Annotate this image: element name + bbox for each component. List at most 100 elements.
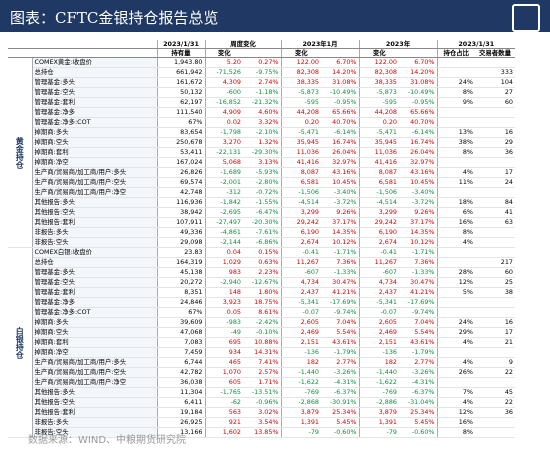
cell: -79 [280,427,321,438]
cell: 12% [436,407,475,418]
cell: -1,506 [358,187,399,198]
cell: 10.45% [321,177,359,188]
cell: -6.86% [243,237,281,248]
cell: 1.32% [243,137,281,148]
cell: 217 [475,257,515,268]
row-label: 总持仓 [32,257,157,268]
cell: 4% [436,357,475,368]
data-row: 非报告:多头 26,925 921 3.54% 1,391 5.45% 1,391 5.45%… [8,417,515,428]
cell: 7.36% [321,257,359,268]
cell: 29 [475,137,515,148]
cell: 333 [475,67,515,78]
header-cell: 变化 [204,48,243,58]
cell: -6.14% [321,127,359,138]
cell: 1.71% [243,377,281,388]
cell: 29% [436,327,475,338]
cell: -22,131 [204,147,243,158]
cell: -0.60% [399,427,437,438]
cell: -136 [358,347,399,358]
cell: -0.41 [280,247,321,258]
header-cell: 持仓占比 [436,48,475,58]
row-label: 非报告:多头 [32,417,157,428]
cell [436,157,475,168]
cell: 1.80% [243,287,281,298]
header-cell [243,48,281,58]
cell: 38,335 [280,77,321,88]
data-row: 非报告:空头 13,166 1,602 13.85% -79 -0.60% -79 -0.60… [8,427,515,438]
cell: 23.83 [156,247,205,258]
cell: 60 [475,267,515,278]
cell: 6.70% [321,57,359,68]
cell [475,117,515,128]
cell: 49,336 [156,227,205,238]
cell: 8.61% [243,307,281,318]
header-cell: 交易者数量 [475,48,515,58]
cell: -6.47% [243,207,281,218]
cell [475,237,515,248]
cell: 0.04 [204,247,243,258]
cell: 250,678 [156,137,205,148]
cell: 0.20 [280,117,321,128]
cell: 7,459 [156,347,205,358]
cell: -1,765 [204,387,243,398]
cell: 9% [436,97,475,108]
data-row: 其他报告:空头 38,942 -2,695 -6.47% 3,299 9.26% 3,299… [8,207,515,218]
cell: 28% [436,267,475,278]
cell: 5% [436,287,475,298]
cell: 38% [436,137,475,148]
row-label: 管理基金:多头 [32,77,157,88]
cell: -71,526 [204,67,243,78]
row-label: 管理基金:净多 [32,297,157,308]
cell: -2.42% [243,317,281,328]
cell: -595 [280,97,321,108]
cell: -10.49% [321,87,359,98]
header-row: 持有量 变化 变化 变化 持仓占比 交易者数量 [8,48,515,58]
cell: 2.57% [243,367,281,378]
cell: 2,437 [358,287,399,298]
cell: 921 [204,417,243,428]
cell: 6,190 [358,227,399,238]
row-label: 其他报告:空头 [32,397,157,408]
cell: 8% [436,227,475,238]
header-cell: 2023年1月 [280,40,359,49]
row-label: 掉期商:净空 [32,347,157,358]
cell: 4% [436,397,475,408]
cell: 24,846 [156,297,205,308]
cell: 43.16% [321,167,359,178]
data-row: 管理基金:净多 24,846 3,923 18.75% -5,341 -17.69% -5,… [8,297,515,308]
title-bar: 图表：CFTC金银持仓报告总览 [0,0,550,32]
row-label: 管理基金:套利 [32,97,157,108]
cell: -0.95% [321,97,359,108]
cell: 29,098 [156,237,205,248]
header-cell [32,40,157,49]
cell: 43.61% [321,337,359,348]
cell: 2,437 [280,287,321,298]
row-label: 管理基金:净多:COT [32,117,157,128]
cell: 12% [436,277,475,288]
cell: 26% [436,367,475,378]
cell [475,427,515,438]
cell: 30.47% [321,277,359,288]
cell: 11% [436,177,475,188]
cell: 62,197 [156,97,205,108]
cell: -5.93% [243,167,281,178]
cell: 1,070 [204,367,243,378]
cell: 35,945 [358,137,399,148]
cell: 9.26% [399,207,437,218]
cell: -0.72% [243,187,281,198]
cell: 6,744 [156,357,205,368]
cell: 41.21% [321,287,359,298]
header-cell [32,48,157,58]
cell: 5,068 [204,157,243,168]
cell: 36 [475,147,515,158]
cell: 50,132 [156,87,205,98]
cell: -5,873 [358,87,399,98]
cell: 36,038 [156,377,205,388]
cell: 8,351 [156,287,205,298]
cell: 6,411 [156,397,205,408]
data-row: 管理基金:净多:COT 67% 0.05 8.61% -0.07 -9.74% -0.07-… [8,307,515,318]
row-label: 其他报告:空头 [32,207,157,218]
cell: 2.77% [399,357,437,368]
cell [436,307,475,318]
cell: 8,087 [280,167,321,178]
